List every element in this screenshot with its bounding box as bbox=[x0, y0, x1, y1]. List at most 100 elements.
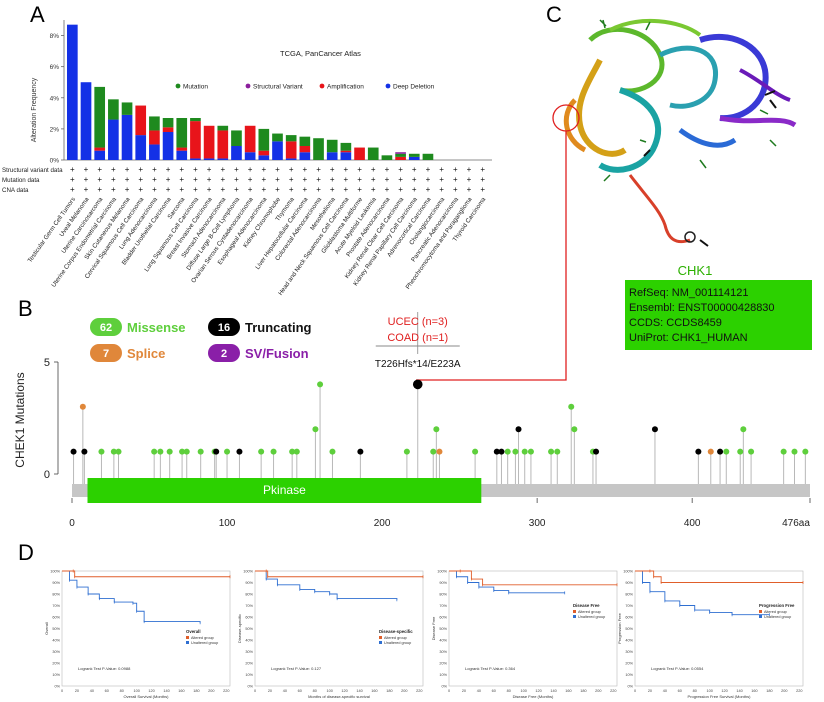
b-lollipop-head-truncating bbox=[651, 426, 658, 433]
a-row-mark: + bbox=[303, 165, 308, 174]
d-ytick-label: 60% bbox=[439, 616, 447, 620]
a-bar-deep_deletion bbox=[80, 82, 92, 160]
a-bar-deep_deletion bbox=[285, 158, 297, 160]
d-ytick-label: 0% bbox=[248, 685, 254, 689]
a-row-mark: + bbox=[179, 185, 184, 194]
d-legend-label: Altered group bbox=[764, 610, 787, 614]
b-xtick-label: 100 bbox=[219, 518, 236, 529]
d-ytick-label: 90% bbox=[52, 581, 60, 585]
a-row-mark: + bbox=[398, 185, 403, 194]
a-row-mark: + bbox=[439, 165, 444, 174]
b-lollipop-head-missense bbox=[521, 448, 528, 455]
d-legend-swatch bbox=[759, 610, 762, 613]
a-row-mark: + bbox=[166, 165, 171, 174]
d-ytick-label: 0% bbox=[442, 685, 448, 689]
d-xtick-label: 0 bbox=[634, 689, 636, 693]
d-ytick-label: 100% bbox=[50, 570, 60, 574]
a-bar-mutation bbox=[162, 118, 174, 128]
d-ytick-label: 40% bbox=[52, 639, 60, 643]
d-xtick-label: 220 bbox=[796, 689, 802, 693]
d-xtick-label: 120 bbox=[341, 689, 347, 693]
d-xlabel: Months of disease-specific survival bbox=[308, 694, 370, 699]
d-legend-swatch bbox=[379, 636, 382, 639]
a-row-mark: + bbox=[193, 185, 198, 194]
protein-info-line: RefSeq: NM_001114121 bbox=[629, 287, 748, 299]
b-protein-track: Pkinase bbox=[72, 478, 810, 503]
a-row-mark: + bbox=[316, 185, 321, 194]
d-ytick-label: 60% bbox=[625, 616, 633, 620]
a-row-mark: + bbox=[261, 165, 266, 174]
b-xtick-label: 400 bbox=[684, 518, 701, 529]
a-bar-deep_deletion bbox=[108, 119, 119, 160]
b-lollipop-head-missense bbox=[723, 448, 730, 455]
a-bar-mutation bbox=[231, 130, 242, 146]
a-row-mark: + bbox=[193, 165, 198, 174]
d-xtick-label: 40 bbox=[663, 689, 667, 693]
b-legend-label: Splice bbox=[127, 346, 165, 361]
d-ytick-label: 90% bbox=[245, 581, 253, 585]
a-bar-deep_deletion bbox=[244, 152, 256, 160]
d-ytick-label: 70% bbox=[625, 604, 633, 608]
d-ytick-label: 80% bbox=[625, 593, 633, 597]
b-lollipop-head-missense bbox=[166, 448, 173, 455]
a-row-mark: + bbox=[220, 165, 225, 174]
a-row-mark: + bbox=[207, 175, 212, 184]
d-ytick-label: 40% bbox=[245, 639, 253, 643]
a-bar-deep_deletion bbox=[272, 141, 283, 160]
d-ytick-label: 60% bbox=[245, 616, 253, 620]
d-curve-unaltered bbox=[255, 570, 398, 600]
a-legend-marker bbox=[319, 83, 325, 89]
protein-ribbon-picture bbox=[563, 18, 797, 247]
d-pvalue: Logrank Test P-Value: 0.364 bbox=[465, 666, 516, 671]
d-xlabel: Disease Free (Months) bbox=[513, 694, 554, 699]
d-plot-frame bbox=[61, 570, 231, 687]
b-lollipop-head-splice bbox=[436, 448, 443, 455]
b-lollipop-head-truncating bbox=[70, 448, 77, 455]
d-xtick-label: 80 bbox=[693, 689, 697, 693]
d-ytick-label: 50% bbox=[439, 627, 447, 631]
d-ytick-label: 20% bbox=[625, 662, 633, 666]
d-ytick-label: 20% bbox=[245, 662, 253, 666]
a-row-mark: + bbox=[344, 185, 349, 194]
b-lollipop-head-missense bbox=[433, 426, 440, 433]
d-survival-plot: 100% 90% 80% 70% 60% 50% 40% 30% 20% 10% 0%0 20 40 60… bbox=[431, 569, 618, 699]
d-xtick-label: 100 bbox=[133, 689, 139, 693]
a-row-mark: + bbox=[70, 185, 75, 194]
d-legend-title: Disease Free bbox=[573, 603, 600, 608]
b-lollipop-head-missense bbox=[98, 448, 105, 455]
d-legend-label: Unaltered group bbox=[578, 615, 605, 619]
d-xtick-label: 200 bbox=[401, 689, 407, 693]
a-row-mark: + bbox=[412, 185, 417, 194]
b-legend-label: Truncating bbox=[245, 320, 312, 335]
b-lollipop-head-missense bbox=[802, 448, 809, 455]
d-xtick-label: 20 bbox=[268, 689, 272, 693]
b-hotspot-label: T226Hfs*14/E223A bbox=[375, 359, 461, 370]
a-row-mark: + bbox=[453, 165, 458, 174]
a-row-mark: + bbox=[84, 175, 89, 184]
a-bar-deep_deletion bbox=[408, 156, 420, 160]
a-row-mark: + bbox=[330, 175, 335, 184]
b-lollipop-head-missense bbox=[270, 448, 277, 455]
panel-a-bar-chart: Alteration Frequency TCGA, PanCancer Atl… bbox=[2, 20, 492, 297]
b-xtick-label: 200 bbox=[374, 518, 391, 529]
a-row-mark: + bbox=[439, 185, 444, 194]
d-ytick-label: 70% bbox=[439, 604, 447, 608]
a-row-mark: + bbox=[453, 185, 458, 194]
b-lollipop-head-truncating bbox=[213, 448, 220, 455]
d-xtick-label: 220 bbox=[223, 689, 229, 693]
b-lollipop-head-missense bbox=[737, 448, 744, 455]
a-bar-mutation bbox=[313, 138, 324, 160]
d-pvalue: Logrank Test P-Value: 0.127 bbox=[271, 666, 322, 671]
d-xtick-label: 60 bbox=[298, 689, 302, 693]
d-xlabel: Progression Free Survival (Months) bbox=[688, 694, 752, 699]
a-row-mark: + bbox=[248, 185, 253, 194]
d-ylabel: Overall bbox=[44, 622, 49, 635]
a-bar-mutation bbox=[258, 128, 270, 151]
a-row-mark: + bbox=[330, 185, 335, 194]
a-row-mark: + bbox=[234, 165, 239, 174]
b-lollipop-head-missense bbox=[258, 448, 265, 455]
d-ytick-label: 70% bbox=[245, 604, 253, 608]
d-ytick-label: 70% bbox=[52, 604, 60, 608]
a-row-mark: + bbox=[84, 165, 89, 174]
